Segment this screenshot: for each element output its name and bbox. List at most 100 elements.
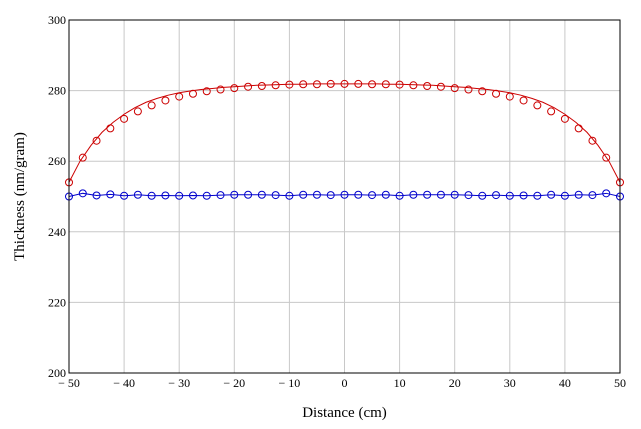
data-point	[326, 79, 335, 88]
x-tick-label: − 10	[279, 376, 301, 390]
data-point	[147, 101, 156, 110]
data-point	[230, 190, 239, 199]
data-point	[326, 191, 335, 200]
data-point	[340, 79, 349, 88]
data-point	[492, 191, 501, 200]
plot-frame	[68, 19, 621, 374]
data-point	[175, 92, 184, 101]
data-point	[492, 89, 501, 98]
data-point	[395, 191, 404, 200]
data-point	[464, 191, 473, 200]
data-point	[285, 191, 294, 200]
x-tick-label: − 20	[223, 376, 245, 390]
y-tick-label: 300	[48, 13, 66, 27]
x-tick-label: − 30	[168, 376, 190, 390]
data-point	[381, 190, 390, 199]
data-point	[312, 190, 321, 199]
data-point	[547, 190, 556, 199]
x-tick-label: 50	[614, 376, 626, 390]
data-point	[257, 82, 266, 91]
data-point	[381, 80, 390, 89]
data-point	[120, 191, 129, 200]
data-point	[161, 191, 170, 200]
y-axis-ticks: 200 220 240 260 280 300	[48, 13, 66, 380]
data-point	[92, 136, 101, 145]
y-tick-label: 220	[48, 295, 66, 309]
data-point	[120, 114, 129, 123]
x-tick-label: 0	[342, 376, 348, 390]
series-line	[68, 83, 621, 183]
x-axis-ticks: − 50 − 40 − 30 − 20 − 10 0 10 20 30 40 50	[58, 376, 626, 390]
data-point	[602, 153, 611, 162]
data-point	[78, 153, 87, 162]
data-point	[299, 190, 308, 199]
data-point	[505, 92, 514, 101]
data-point	[505, 191, 514, 200]
series-line	[68, 192, 621, 197]
grid	[68, 19, 621, 374]
data-point	[202, 87, 211, 96]
data-point	[368, 191, 377, 200]
data-point	[216, 85, 225, 94]
data-point	[161, 96, 170, 105]
x-tick-label: − 50	[58, 376, 80, 390]
series-1	[65, 79, 624, 187]
data-point	[588, 191, 597, 200]
data-point	[92, 191, 101, 200]
data-point	[147, 191, 156, 200]
data-point	[519, 96, 528, 105]
data-point	[519, 191, 528, 200]
data-point	[588, 136, 597, 145]
data-point	[257, 190, 266, 199]
data-point	[133, 107, 142, 116]
data-point	[271, 81, 280, 90]
y-axis-label: Thickness (nm/gram)	[12, 132, 28, 261]
data-point	[395, 80, 404, 89]
x-tick-label: 30	[504, 376, 516, 390]
data-point	[188, 191, 197, 200]
series-2	[65, 189, 624, 201]
data-point	[354, 79, 363, 88]
y-tick-label: 280	[48, 84, 66, 98]
data-point	[202, 191, 211, 200]
x-tick-label: 10	[394, 376, 406, 390]
data-point	[285, 80, 294, 89]
data-point	[478, 87, 487, 96]
data-point	[78, 189, 87, 198]
data-point	[175, 191, 184, 200]
data-point	[478, 191, 487, 200]
data-point	[188, 89, 197, 98]
data-point	[574, 124, 583, 133]
x-tick-label: 20	[449, 376, 461, 390]
data-point	[230, 84, 239, 93]
data-point	[340, 190, 349, 199]
data-point	[450, 190, 459, 199]
y-tick-label: 260	[48, 154, 66, 168]
data-point	[574, 190, 583, 199]
data-point	[560, 191, 569, 200]
data-point	[133, 190, 142, 199]
data-point	[450, 84, 459, 93]
data-point	[436, 190, 445, 199]
data-point	[312, 80, 321, 89]
data-point	[216, 191, 225, 200]
data-point	[423, 82, 432, 91]
data-point	[106, 190, 115, 199]
data-point	[299, 80, 308, 89]
data-point	[560, 114, 569, 123]
data-point	[533, 101, 542, 110]
data-point	[409, 190, 418, 199]
x-axis-label: Distance (cm)	[302, 405, 387, 421]
data-point	[271, 191, 280, 200]
data-point	[436, 82, 445, 91]
x-tick-label: 40	[559, 376, 571, 390]
y-tick-label: 240	[48, 225, 66, 239]
x-tick-label: − 40	[113, 376, 135, 390]
data-point	[464, 85, 473, 94]
data-point	[244, 190, 253, 199]
data-point	[244, 82, 253, 91]
data-point	[368, 80, 377, 89]
data-point	[533, 191, 542, 200]
data-point	[354, 190, 363, 199]
